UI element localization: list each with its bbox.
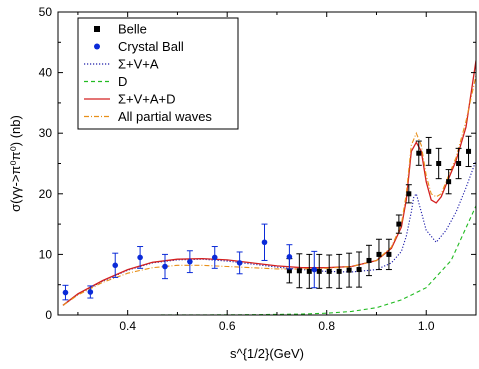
y-tick-label: 0 bbox=[45, 308, 52, 322]
x-tick-label: 0.6 bbox=[219, 319, 236, 333]
belle-point bbox=[306, 253, 313, 289]
legend-box bbox=[77, 17, 239, 130]
crystal-ball-marker bbox=[62, 289, 69, 296]
crystal-ball-marker bbox=[236, 260, 243, 266]
axis-ticks: 0.4 0.6 0.8 1.0 0 10 20 30 40 50 bbox=[39, 5, 477, 333]
legend-entry: Crystal Ball bbox=[94, 39, 184, 54]
belle-marker bbox=[416, 150, 422, 156]
belle-point bbox=[375, 238, 382, 271]
belle-marker bbox=[386, 251, 392, 257]
x-tick-label: 0.4 bbox=[119, 319, 136, 333]
y-tick-label: 20 bbox=[39, 187, 53, 201]
belle-point bbox=[405, 184, 412, 204]
belle-point bbox=[326, 254, 333, 289]
x-tick-label: 1.0 bbox=[418, 319, 435, 333]
legend-label: Crystal Ball bbox=[118, 39, 184, 54]
x-axis-title: s^{1/2}(GeV) bbox=[230, 346, 304, 361]
belle-marker bbox=[446, 179, 452, 185]
belle-marker bbox=[336, 268, 342, 274]
legend-entry: D bbox=[84, 74, 127, 89]
belle-marker bbox=[366, 257, 372, 263]
belle-marker bbox=[326, 268, 332, 274]
crystal-ball-point bbox=[261, 223, 268, 261]
crystal-ball-marker bbox=[311, 266, 318, 273]
belle-point bbox=[455, 147, 462, 180]
curve-2 bbox=[63, 205, 476, 315]
legend-entry: Belle bbox=[94, 22, 147, 37]
crystal-ball-marker bbox=[162, 263, 168, 270]
belle-point bbox=[445, 169, 452, 195]
crystal-ball-point bbox=[236, 251, 243, 275]
crystal-ball-marker bbox=[87, 289, 94, 295]
legend-marker bbox=[94, 26, 100, 32]
crystal-ball-point bbox=[137, 246, 144, 269]
belle-marker bbox=[306, 268, 312, 274]
belle-point bbox=[316, 253, 323, 289]
y-tick-label: 30 bbox=[39, 126, 53, 140]
belle-marker bbox=[376, 251, 382, 257]
belle-marker bbox=[286, 268, 292, 274]
crystal-ball-marker bbox=[137, 254, 143, 261]
belle-point bbox=[435, 147, 442, 180]
belle-marker bbox=[396, 221, 402, 227]
crystal-ball-point bbox=[211, 246, 218, 269]
crystal-ball-point bbox=[286, 244, 293, 270]
crystal-ball-point bbox=[87, 285, 94, 299]
belle-marker bbox=[296, 268, 302, 274]
belle-point bbox=[395, 214, 402, 234]
legend-label: All partial waves bbox=[118, 109, 212, 124]
crystal-ball-point bbox=[161, 253, 168, 280]
crystal-ball-marker bbox=[261, 239, 268, 246]
y-tick-label: 40 bbox=[39, 66, 53, 80]
crystal-ball-marker bbox=[112, 262, 119, 269]
legend-label: Σ+V+A+D bbox=[118, 92, 176, 107]
legend-entry: Σ+V+A bbox=[84, 57, 159, 72]
belle-marker bbox=[406, 191, 412, 197]
belle-marker bbox=[436, 161, 442, 166]
belle-marker bbox=[316, 268, 322, 274]
legend-entry: Σ+V+A+D bbox=[84, 92, 176, 107]
crystal-ball-point bbox=[311, 250, 318, 289]
belle-marker bbox=[426, 148, 432, 154]
y-axis-title: σ(γγ->π⁰π⁰) (nb) bbox=[8, 115, 23, 212]
legend-entry: All partial waves bbox=[84, 109, 212, 124]
x-tick-label: 0.8 bbox=[318, 319, 335, 333]
data-points bbox=[62, 107, 476, 301]
y-tick-label: 10 bbox=[39, 247, 53, 261]
crystal-ball-point bbox=[112, 252, 119, 278]
belle-point bbox=[346, 252, 353, 288]
y-tick-label: 50 bbox=[39, 5, 53, 19]
crystal-ball-point bbox=[186, 250, 193, 274]
belle-point bbox=[336, 253, 343, 289]
belle-point bbox=[366, 244, 373, 277]
crystal-ball-marker bbox=[286, 254, 293, 260]
legend: Belle Crystal Ball Σ+V+A D Σ+V+A+D All partia… bbox=[77, 17, 239, 130]
belle-point bbox=[415, 140, 422, 166]
curve-1 bbox=[62, 160, 476, 306]
legend-marker bbox=[94, 43, 100, 50]
belle-point bbox=[385, 238, 392, 271]
belle-marker bbox=[356, 267, 362, 273]
crystal-ball-marker bbox=[211, 254, 218, 261]
belle-point bbox=[296, 253, 303, 289]
crystal-ball-marker bbox=[187, 258, 193, 265]
legend-label: D bbox=[118, 74, 127, 89]
belle-marker bbox=[346, 267, 352, 273]
belle-marker bbox=[466, 148, 472, 154]
crystal-ball-point bbox=[62, 284, 69, 301]
belle-point bbox=[356, 251, 363, 288]
belle-point bbox=[425, 136, 432, 166]
belle-marker bbox=[456, 161, 462, 166]
legend-label: Σ+V+A bbox=[118, 57, 159, 72]
legend-label: Belle bbox=[118, 22, 147, 37]
belle-point bbox=[465, 135, 472, 168]
